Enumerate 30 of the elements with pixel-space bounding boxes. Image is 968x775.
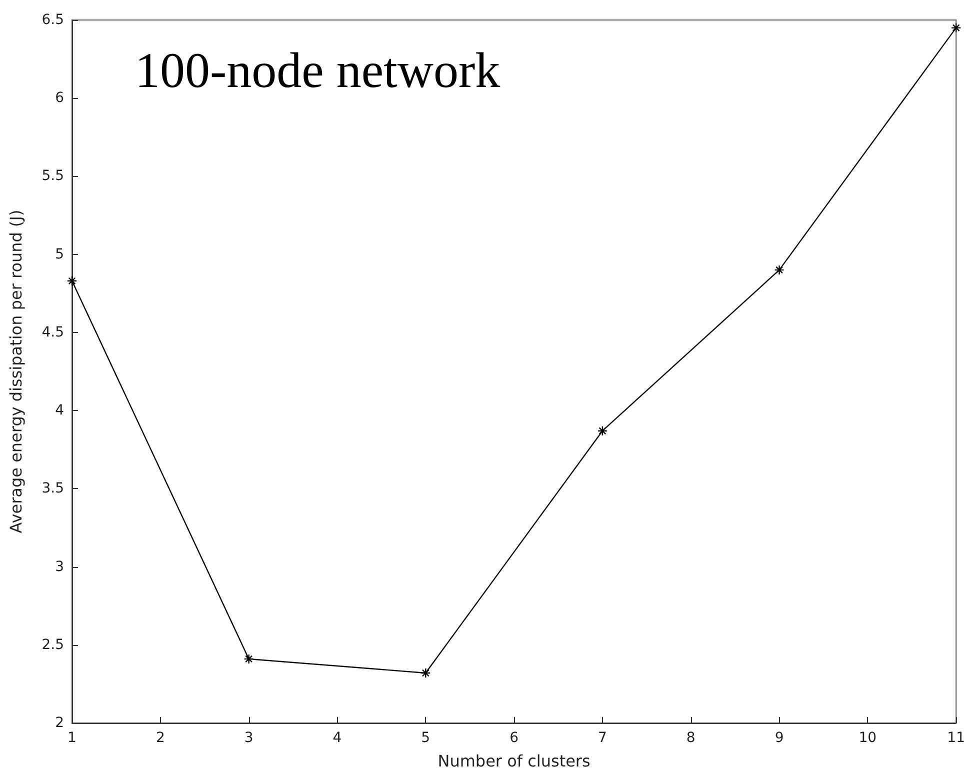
- x-tick-label: 1: [68, 730, 76, 746]
- y-tick-label: 2.5: [42, 636, 64, 653]
- point: [244, 654, 254, 664]
- point: [774, 264, 784, 276]
- x-tick-label: 7: [598, 730, 607, 746]
- point: [597, 426, 608, 436]
- x-tick-label: 6: [510, 730, 519, 746]
- chart-title: 100-node network: [135, 42, 500, 98]
- x-tick-label: 5: [421, 730, 430, 746]
- y-tick-label: 5: [55, 246, 64, 262]
- y-tick-label: 5.5: [42, 168, 64, 184]
- y-tick-label: 4.5: [42, 324, 64, 340]
- x-tick-label: 11: [947, 730, 966, 746]
- x-tick-label: 8: [686, 730, 696, 746]
- x-tick-label: 4: [332, 730, 342, 746]
- y-tick-label: 3: [55, 558, 64, 575]
- x-axis-title: Number of clusters: [438, 752, 590, 770]
- y-tick-label: 4: [55, 402, 64, 419]
- point: [420, 668, 431, 678]
- point: [66, 276, 78, 286]
- y-tick-label: 2: [55, 715, 64, 731]
- point: [950, 22, 962, 33]
- x-tick-label: 9: [774, 730, 784, 746]
- y-tick-label: 6.5: [42, 12, 64, 28]
- y-axis-title: Average energy dissipation per round (J): [6, 210, 26, 534]
- y-tick-label: 3.5: [42, 480, 64, 497]
- x-tick-label: 2: [156, 730, 165, 746]
- x-tick-label: 10: [858, 730, 877, 746]
- y-tick-label: 6: [55, 90, 64, 106]
- x-tick-label: 3: [244, 730, 254, 746]
